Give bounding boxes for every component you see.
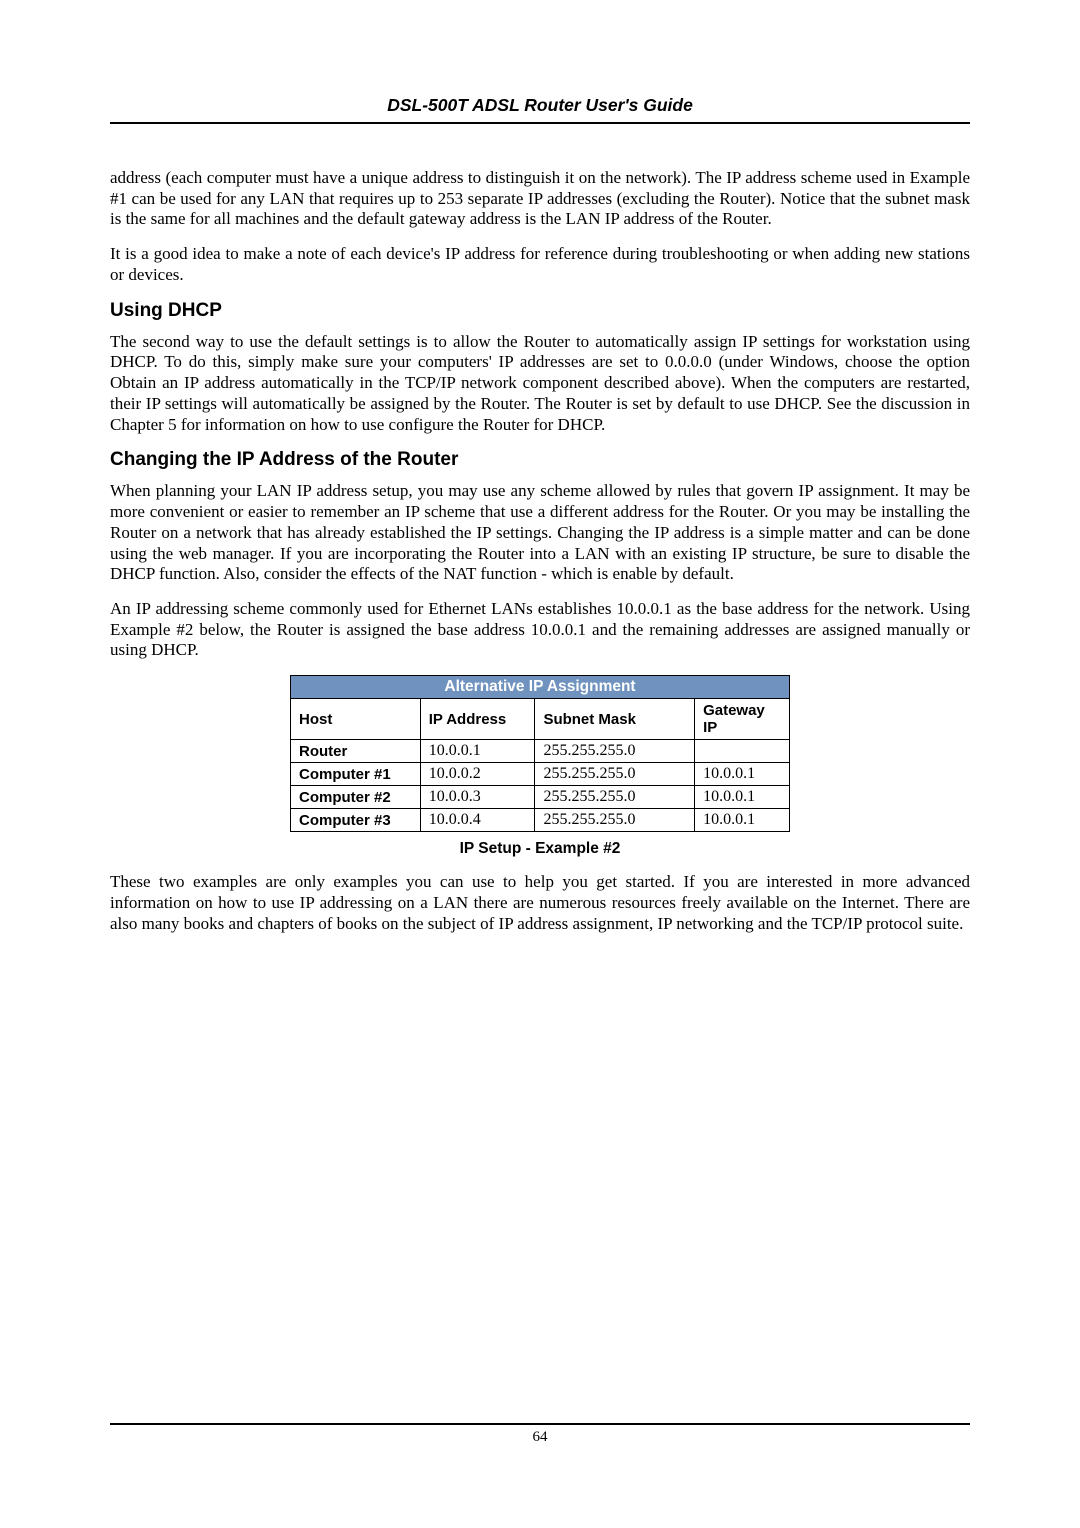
table-col-header: Host [291,699,421,740]
table-row: Computer #1 10.0.0.2 255.255.255.0 10.0.… [291,763,790,786]
paragraph: The second way to use the default settin… [110,332,970,436]
ip-table-wrapper: Alternative IP Assignment Host IP Addres… [110,675,970,832]
table-cell: 10.0.0.2 [420,763,535,786]
table-cell: 10.0.0.1 [420,740,535,763]
table-cell: 10.0.0.4 [420,809,535,832]
table-title: Alternative IP Assignment [291,676,790,699]
paragraph: When planning your LAN IP address setup,… [110,481,970,585]
table-row: Router 10.0.0.1 255.255.255.0 [291,740,790,763]
section-heading-dhcp: Using DHCP [110,300,970,322]
table-caption: IP Setup - Example #2 [110,840,970,858]
document-header-title: DSL-500T ADSL Router User's Guide [110,95,970,116]
paragraph: address (each computer must have a uniqu… [110,168,970,230]
table-cell: 255.255.255.0 [535,786,695,809]
table-cell: 10.0.0.3 [420,786,535,809]
page-content: DSL-500T ADSL Router User's Guide addres… [0,0,1080,988]
table-cell: 10.0.0.1 [695,786,790,809]
section-heading-change-ip: Changing the IP Address of the Router [110,449,970,471]
table-cell: 10.0.0.1 [695,763,790,786]
table-cell-host: Router [291,740,421,763]
header-divider [110,122,970,124]
footer-divider [110,1423,970,1425]
table-cell-host: Computer #2 [291,786,421,809]
table-cell-host: Computer #1 [291,763,421,786]
table-row: Computer #2 10.0.0.3 255.255.255.0 10.0.… [291,786,790,809]
paragraph: It is a good idea to make a note of each… [110,244,970,285]
table-cell: 10.0.0.1 [695,809,790,832]
table-row: Computer #3 10.0.0.4 255.255.255.0 10.0.… [291,809,790,832]
page-number: 64 [110,1429,970,1446]
table-cell-host: Computer #3 [291,809,421,832]
paragraph: These two examples are only examples you… [110,872,970,934]
table-cell: 255.255.255.0 [535,763,695,786]
table-cell: 255.255.255.0 [535,740,695,763]
ip-assignment-table: Alternative IP Assignment Host IP Addres… [290,675,790,832]
page-footer: 64 [110,1423,970,1446]
table-cell: 255.255.255.0 [535,809,695,832]
paragraph: An IP addressing scheme commonly used fo… [110,599,970,661]
table-cell [695,740,790,763]
table-header-row: Host IP Address Subnet Mask Gateway IP [291,699,790,740]
table-col-header: Subnet Mask [535,699,695,740]
table-col-header: IP Address [420,699,535,740]
table-col-header: Gateway IP [695,699,790,740]
